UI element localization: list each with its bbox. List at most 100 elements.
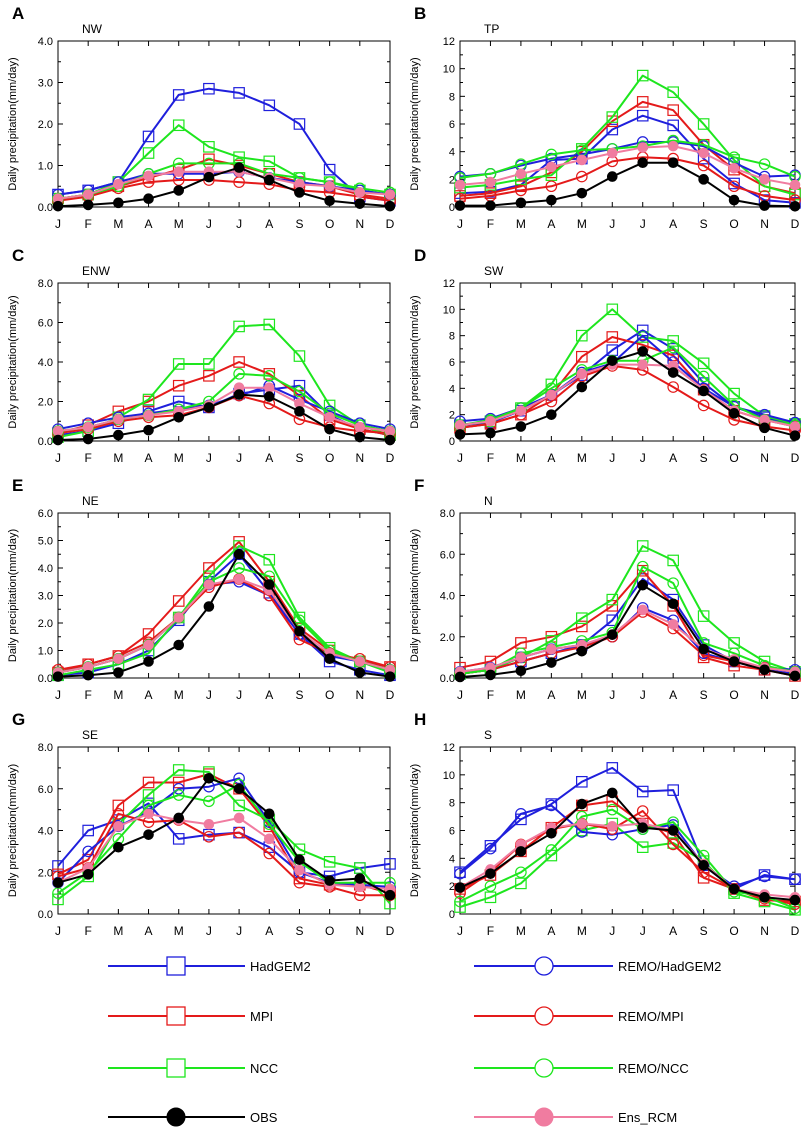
data-point bbox=[172, 833, 185, 845]
x-tick-label: A bbox=[669, 688, 677, 702]
panel-letter: E bbox=[12, 476, 23, 495]
data-point bbox=[576, 154, 588, 166]
data-point bbox=[203, 773, 215, 784]
data-point bbox=[485, 200, 496, 211]
legend-item-ens_rcm: Ens_RCM bbox=[474, 1107, 677, 1127]
x-tick-label: M bbox=[577, 217, 587, 231]
data-point bbox=[667, 838, 679, 851]
data-point bbox=[324, 653, 335, 665]
data-point bbox=[546, 827, 557, 839]
x-tick-label: F bbox=[85, 451, 92, 465]
legend-circle-marker bbox=[534, 1058, 554, 1078]
data-point bbox=[789, 670, 801, 682]
x-tick-label: A bbox=[145, 688, 153, 702]
data-point bbox=[667, 341, 679, 354]
series-ncc bbox=[52, 764, 396, 910]
x-tick-label: M bbox=[516, 688, 526, 702]
series-line bbox=[459, 565, 796, 675]
legend-label: Ens_RCM bbox=[618, 1110, 677, 1125]
y-tick-label: 0 bbox=[449, 202, 455, 214]
x-tick-label: S bbox=[295, 451, 303, 465]
data-point bbox=[667, 577, 679, 589]
data-point bbox=[637, 359, 649, 370]
data-point bbox=[667, 619, 679, 630]
y-tick-label: 6.0 bbox=[38, 784, 53, 796]
legend-label: REMO/MPI bbox=[618, 1009, 684, 1024]
x-tick-label: J bbox=[236, 688, 242, 702]
data-point bbox=[143, 410, 154, 421]
data-point bbox=[113, 841, 124, 853]
series-remo-mpi bbox=[52, 573, 396, 676]
y-tick-label: 8.0 bbox=[38, 278, 53, 290]
data-point bbox=[697, 370, 710, 383]
data-point bbox=[485, 176, 496, 188]
x-tick-label: A bbox=[669, 924, 677, 938]
data-point bbox=[82, 869, 94, 880]
data-point bbox=[173, 166, 185, 178]
x-tick-label: F bbox=[85, 688, 92, 702]
y-tick-label: 3.0 bbox=[38, 591, 53, 603]
data-point bbox=[606, 331, 619, 343]
data-point bbox=[546, 194, 557, 206]
data-point bbox=[606, 821, 618, 832]
x-tick-label: N bbox=[760, 688, 769, 702]
data-point bbox=[203, 830, 215, 843]
x-tick-label: M bbox=[113, 451, 123, 465]
data-point bbox=[354, 667, 366, 678]
y-tick-label: 2 bbox=[449, 410, 455, 422]
data-point bbox=[545, 180, 558, 193]
y-tick-label: 0.0 bbox=[38, 909, 53, 921]
data-point bbox=[667, 598, 679, 610]
data-point bbox=[233, 356, 245, 368]
x-tick-label: J bbox=[640, 924, 646, 938]
data-point bbox=[698, 643, 709, 655]
y-axis-label: Daily precipitation(mm/day) bbox=[7, 529, 19, 662]
data-point bbox=[697, 610, 710, 622]
x-tick-label: A bbox=[669, 217, 677, 231]
data-point bbox=[697, 118, 710, 130]
data-point bbox=[636, 564, 649, 577]
data-point bbox=[789, 201, 801, 212]
data-point bbox=[606, 762, 619, 774]
data-point bbox=[454, 901, 466, 913]
x-tick-label: A bbox=[547, 688, 555, 702]
data-point bbox=[515, 405, 527, 417]
data-point bbox=[606, 593, 619, 606]
y-tick-label: 12 bbox=[443, 742, 455, 754]
data-point bbox=[172, 89, 185, 101]
x-tick-label: F bbox=[85, 924, 92, 938]
data-point bbox=[82, 189, 94, 200]
region-label: SE bbox=[82, 728, 98, 742]
data-point bbox=[354, 656, 366, 667]
data-point bbox=[354, 187, 366, 198]
legend-item-obs: OBS bbox=[108, 1107, 278, 1127]
data-point bbox=[172, 776, 185, 789]
data-point bbox=[173, 412, 185, 423]
panel-H-S: H S 0 2 4 6 8 10 12 J F M A M J J A S O N D Daily precipitati… bbox=[409, 710, 801, 938]
x-tick-label: S bbox=[700, 688, 708, 702]
x-tick-label: F bbox=[487, 451, 494, 465]
x-tick-label: A bbox=[669, 451, 677, 465]
x-tick-label: J bbox=[640, 688, 646, 702]
panel-B-TP: B TP 0 2 4 6 8 10 12 J F M A M J J A S O N D Daily precipitat… bbox=[409, 4, 801, 231]
x-tick-label: J bbox=[609, 924, 615, 938]
legend-label: NCC bbox=[250, 1061, 278, 1076]
data-point bbox=[759, 892, 770, 903]
data-point bbox=[263, 808, 275, 820]
data-point bbox=[698, 859, 709, 871]
data-point bbox=[454, 419, 466, 431]
data-point bbox=[203, 579, 215, 590]
data-point bbox=[606, 629, 618, 640]
panel-E-NE: E NE 0.0 1.0 2.0 3.0 4.0 5.0 6.0 J F M A M J J A S O N D Dail… bbox=[7, 476, 396, 702]
y-axis-label: Daily precipitation(mm/day) bbox=[409, 295, 421, 428]
x-tick-label: A bbox=[265, 924, 273, 938]
x-tick-label: J bbox=[457, 217, 463, 231]
x-tick-label: M bbox=[174, 924, 184, 938]
data-point bbox=[637, 157, 649, 169]
x-tick-label: N bbox=[355, 451, 364, 465]
data-point bbox=[545, 148, 558, 161]
y-tick-label: 6.0 bbox=[440, 549, 455, 561]
data-point bbox=[515, 807, 527, 820]
region-label: S bbox=[484, 728, 492, 742]
data-point bbox=[263, 847, 276, 860]
